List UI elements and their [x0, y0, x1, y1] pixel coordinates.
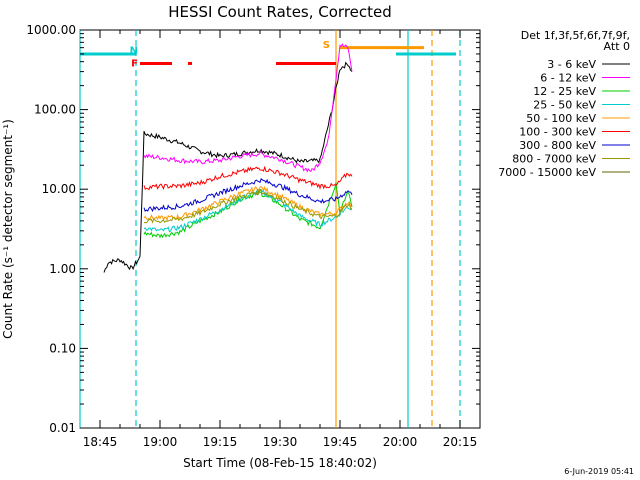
marker-letter: F — [131, 58, 138, 69]
marker-letters: NF S — [130, 40, 330, 70]
marker-letter: S — [323, 40, 330, 51]
x-tick-label: 20:00 — [383, 435, 418, 449]
y-axis-title: Count Rate (s⁻¹ detector segment⁻¹) — [1, 119, 15, 339]
x-tick-label: 19:00 — [143, 435, 178, 449]
marker-lines — [79, 30, 461, 428]
series-line-100-300-kev — [143, 165, 353, 191]
legend-label: 7000 - 15000 keV — [498, 166, 596, 179]
legend-label: 100 - 300 keV — [519, 126, 596, 139]
series-line-50-100-kev — [143, 185, 353, 222]
legend-label: 50 - 100 keV — [526, 112, 596, 125]
y-tick-label: 100.00 — [34, 103, 76, 117]
y-tick-label: 0.10 — [49, 341, 76, 355]
series-line-300-800-kev — [143, 178, 353, 213]
x-tick-label: 18:45 — [83, 435, 118, 449]
x-tick-label: 20:15 — [443, 435, 478, 449]
legend: Det 1f,3f,5f,6f,7f,9f, Att 0 3 - 6 keV6 … — [498, 29, 630, 179]
series-line-6-12-kev — [143, 43, 353, 173]
x-tick-label: 19:15 — [203, 435, 238, 449]
y-tick-label: 1000.00 — [26, 23, 76, 37]
series-line-25-50-kev — [143, 188, 353, 233]
legend-label: 6 - 12 keV — [540, 72, 596, 85]
legend-label: 25 - 50 keV — [533, 99, 596, 112]
legend-label: 300 - 800 keV — [519, 139, 596, 152]
marker-letter: N — [130, 46, 138, 57]
attenuator-bars — [80, 46, 456, 65]
legend-header-line-2: Att 0 — [604, 40, 630, 53]
generated-timestamp: 6-Jun-2019 05:41 — [564, 467, 634, 476]
legend-label: 3 - 6 keV — [547, 58, 596, 71]
y-axis: 0.01 0.10 1.00 10.00 100.00 1000.00 — [26, 23, 480, 435]
legend-label: 800 - 7000 keV — [512, 153, 596, 166]
x-axis-title: Start Time (08-Feb-15 18:40:02) — [183, 456, 377, 470]
y-tick-label: 1.00 — [49, 262, 76, 276]
x-tick-label: 19:30 — [263, 435, 298, 449]
x-axis: 18:45 19:00 19:15 19:30 19:45 20:00 20:15 — [83, 30, 478, 449]
y-tick-label: 10.00 — [42, 182, 76, 196]
x-tick-label: 19:45 — [323, 435, 358, 449]
series-line-3-6-kev — [103, 61, 353, 273]
series-line-800-7000-kev — [143, 188, 353, 224]
legend-header-line-1: Det 1f,3f,5f,6f,7f,9f, — [521, 29, 630, 42]
legend-label: 12 - 25 keV — [533, 85, 596, 98]
series-lines — [103, 43, 353, 273]
chart-title: HESSI Count Rates, Corrected — [168, 3, 392, 21]
plot-area — [79, 29, 481, 429]
y-tick-label: 0.01 — [49, 421, 76, 435]
